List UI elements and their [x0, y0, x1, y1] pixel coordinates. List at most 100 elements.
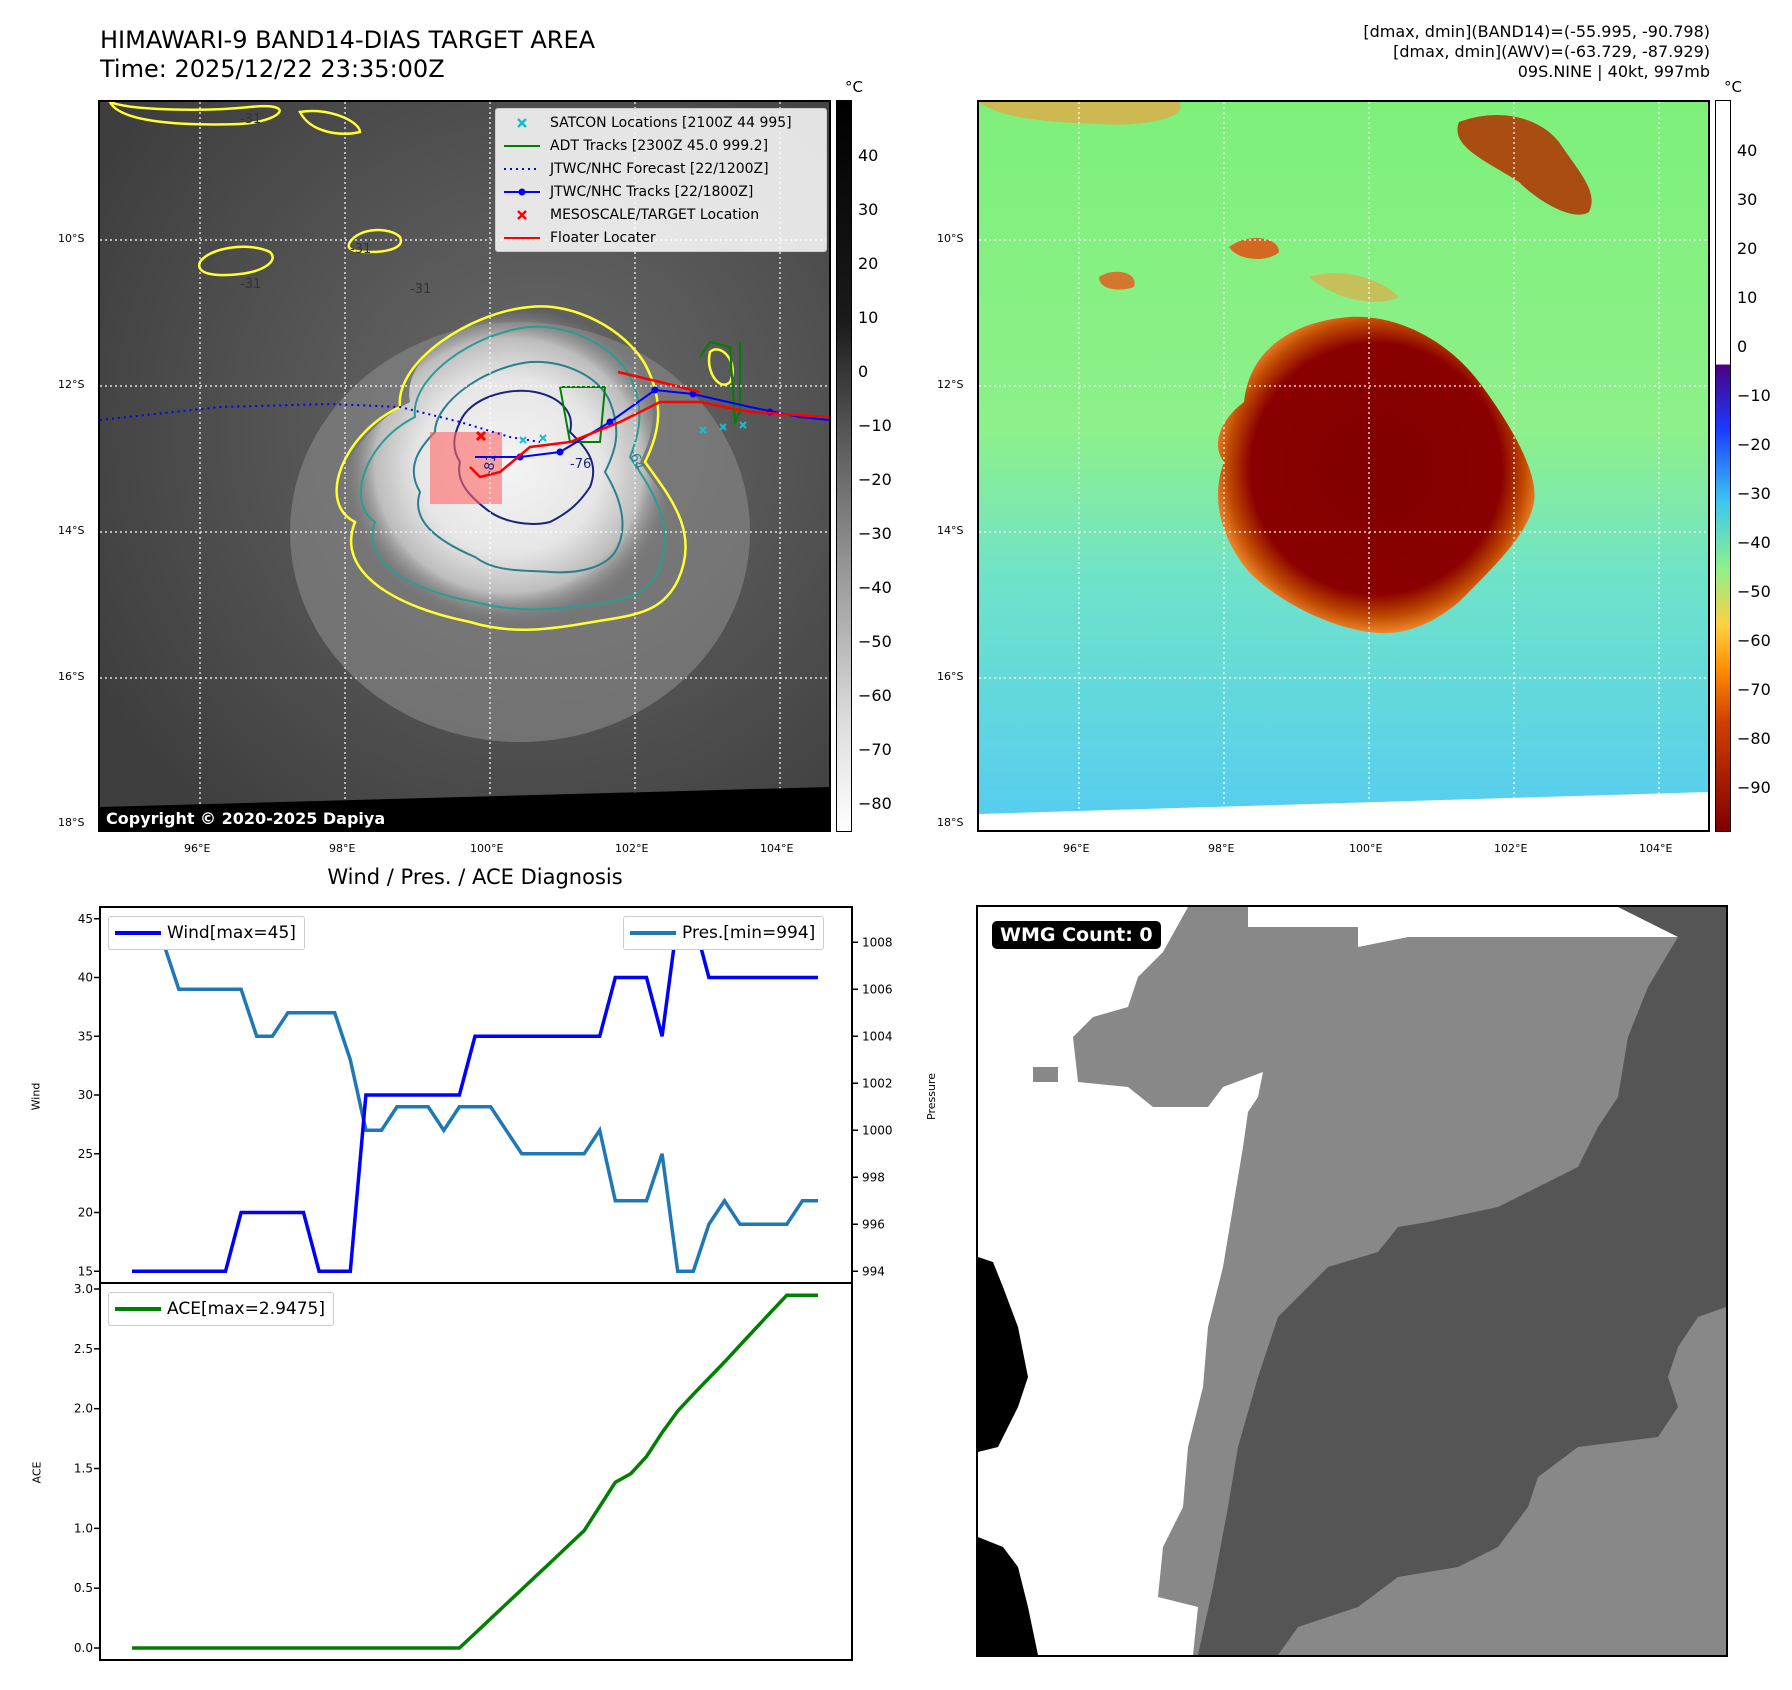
- colorbar-tick: 20: [1737, 239, 1758, 258]
- wind-point: [225, 1270, 227, 1272]
- ace-point: [147, 1647, 149, 1649]
- wind-point: [396, 1094, 398, 1096]
- wind-point: [412, 1094, 414, 1096]
- ace-point: [692, 1393, 694, 1395]
- legend-item-floater: Floater Locater: [496, 226, 826, 249]
- ace-point: [708, 1377, 710, 1379]
- wmg-count-badge: WMG Count: 0: [992, 921, 1161, 949]
- ace-point: [630, 1473, 632, 1475]
- wind-point: [739, 977, 741, 979]
- wind-point: [256, 1212, 258, 1214]
- pressure-point: [739, 1223, 741, 1225]
- pressure-point: [474, 1106, 476, 1108]
- ir-map-legend: SATCON Locations [2100Z 44 995] ADT Trac…: [495, 108, 827, 252]
- ace-legend: ACE[max=2.9475]: [108, 1292, 334, 1326]
- ace-tick-label: 0.0: [74, 1641, 93, 1655]
- lat-tick: 18°S: [937, 816, 964, 829]
- contour-label: -31: [410, 282, 432, 297]
- legend-item-satcon: SATCON Locations [2100Z 44 995]: [496, 111, 826, 134]
- diagnosis-chart-title: Wind / Pres. / ACE Diagnosis: [327, 865, 623, 889]
- wind-legend-label: Wind[max=45]: [167, 923, 296, 943]
- wind-point: [568, 1035, 570, 1037]
- lon-tick: 96°E: [184, 842, 211, 855]
- colorbar-tick: −20: [1737, 435, 1771, 454]
- legend-item-jtwc-forecast: JTWC/NHC Forecast [22/1200Z]: [496, 157, 826, 180]
- satcon-x-icon: [502, 116, 542, 130]
- ace-point: [505, 1603, 507, 1605]
- pressure-point: [536, 1153, 538, 1155]
- colorbar-tick: −30: [1737, 484, 1771, 503]
- wind-point: [723, 977, 725, 979]
- contour-yellow-patch: [108, 102, 281, 126]
- colorbar-tick: −20: [858, 470, 892, 489]
- wmg-region-black: [978, 1537, 1038, 1655]
- wind-point: [318, 1270, 320, 1272]
- ace-tick-label: 0.5: [74, 1581, 93, 1595]
- wind-pres-plot-frame: [99, 906, 853, 1284]
- wmg-region-dark: [1198, 907, 1726, 1655]
- awv-cloud-patch: [1099, 271, 1135, 290]
- legend-label: SATCON Locations [2100Z 44 995]: [550, 114, 792, 131]
- lon-tick: 98°E: [329, 842, 356, 855]
- ace-point: [661, 1432, 663, 1434]
- ace-point: [318, 1647, 320, 1649]
- ace-point: [365, 1647, 367, 1649]
- satcon-markers: [519, 421, 747, 444]
- contour-yellow-patch: [707, 348, 734, 386]
- colorbar-tick: −90: [1737, 778, 1771, 797]
- pressure-point: [490, 1106, 492, 1108]
- lat-tick: 10°S: [937, 232, 964, 245]
- ace-point: [770, 1311, 772, 1313]
- ace-point: [162, 1647, 164, 1649]
- line-icon: [502, 231, 542, 245]
- legend-item-jtwc-tracks: JTWC/NHC Tracks [22/1800Z]: [496, 180, 826, 203]
- wind-point: [630, 977, 632, 979]
- ace-point: [568, 1544, 570, 1546]
- wind-point: [303, 1212, 305, 1214]
- wind-tick-label: 20: [78, 1206, 93, 1220]
- ace-point: [380, 1647, 382, 1649]
- wind-point: [521, 1035, 523, 1037]
- pressure-point: [240, 988, 242, 990]
- pressure-tick-label: 996: [862, 1217, 885, 1231]
- title-line-2: Time: 2025/12/22 23:35:00Z: [100, 55, 445, 83]
- ace-point: [271, 1647, 273, 1649]
- figure-title: HIMAWARI-9 BAND14-DIAS TARGET AREA Time: …: [100, 26, 595, 84]
- wmg-region-black: [978, 1257, 1028, 1452]
- pressure-point: [505, 1129, 507, 1131]
- ace-tick-label: 2.0: [74, 1402, 93, 1416]
- lon-tick: 104°E: [1639, 842, 1673, 855]
- ace-point: [521, 1588, 523, 1590]
- colorbar-tick: 30: [1737, 190, 1758, 209]
- adt-track-line: [699, 340, 741, 426]
- colorbar-tick: 10: [1737, 288, 1758, 307]
- wind-point: [536, 1035, 538, 1037]
- ace-point: [287, 1647, 289, 1649]
- ace-point: [131, 1647, 133, 1649]
- pressure-point: [786, 1223, 788, 1225]
- pressure-point: [521, 1153, 523, 1155]
- ace-tick-label: 1.0: [74, 1521, 93, 1535]
- wind-tick-label: 30: [78, 1088, 93, 1102]
- wind-point: [583, 1035, 585, 1037]
- wmg-raster: [978, 907, 1726, 1655]
- colorbar-tick: −70: [858, 740, 892, 759]
- pressure-tick-label: 994: [862, 1264, 885, 1278]
- pressure-point: [755, 1223, 757, 1225]
- ace-point: [349, 1647, 351, 1649]
- ace-point: [536, 1574, 538, 1576]
- pressure-point: [723, 1200, 725, 1202]
- legend-label: Floater Locater: [550, 229, 656, 246]
- wind-legend-line-icon: [115, 931, 161, 935]
- awv-colorbar-unit: °C: [1724, 78, 1742, 96]
- lon-tick: 102°E: [615, 842, 649, 855]
- ace-point: [193, 1647, 195, 1649]
- ace-legend-label: ACE[max=2.9475]: [167, 1299, 325, 1319]
- legend-item-adt: ADT Tracks [2300Z 45.0 999.2]: [496, 134, 826, 157]
- pressure-point: [614, 1200, 616, 1202]
- contour-label: -31: [240, 277, 262, 292]
- pressure-point: [552, 1153, 554, 1155]
- ir-colorbar: [836, 100, 852, 832]
- pressure-point: [287, 1012, 289, 1014]
- pressure-point: [599, 1129, 601, 1131]
